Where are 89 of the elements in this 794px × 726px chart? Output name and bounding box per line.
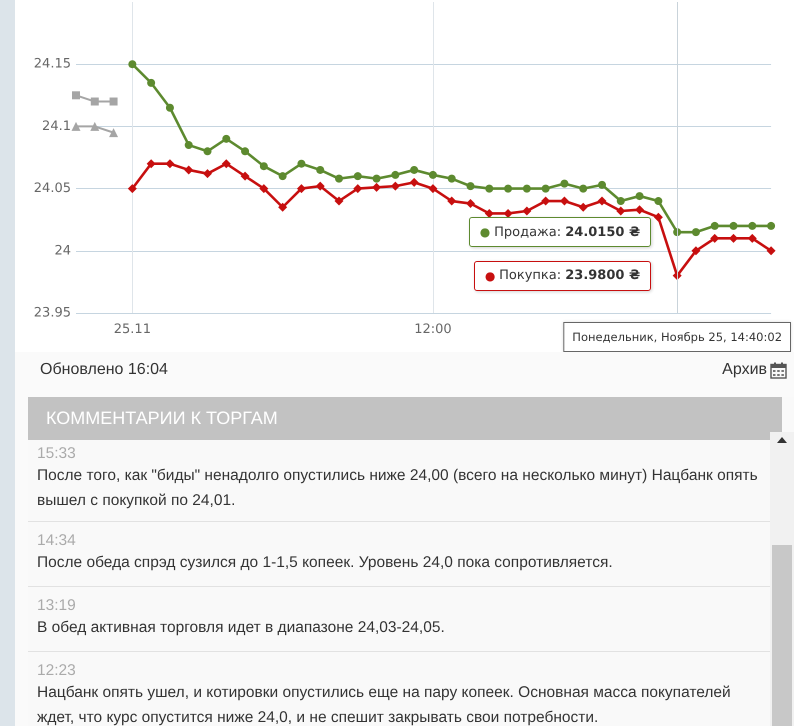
x-tick-label: Понедельник, Ноябрь 25, 14:40:02 [572,330,782,344]
point [184,165,194,174]
point [184,141,193,150]
text: В обед активная торговля идет в диапазоне 24,03-24,05. [37,618,446,638]
point [447,196,456,206]
annotation: ● Продажа: 24.0150 ₴ [480,224,640,240]
y-tick-label: 24.15 [34,56,71,72]
point [692,228,700,236]
point [598,196,607,206]
point [598,180,606,189]
point [297,160,306,168]
point [766,246,776,256]
text: Обновлено 16:04 [40,360,168,380]
point [410,178,419,187]
point [335,174,344,183]
point [316,182,325,191]
point [334,196,344,206]
point [109,128,118,138]
point [128,60,136,68]
point [260,162,268,170]
point [522,206,532,216]
text: 15:33 [37,445,77,463]
point [654,197,662,206]
text: После обеда спрэд сузился до 1-1,5 копеек. Уровень 24,0 пока сопротивляется. [37,553,614,573]
point [560,180,568,188]
point [691,246,700,256]
point [428,184,438,194]
point [259,184,268,194]
point [616,197,625,206]
y-tick-label: 24 [54,243,71,258]
point [278,202,288,212]
point [504,208,513,218]
point [448,174,456,183]
text: 13:19 [37,597,77,615]
text: После того, как "биды" ненадолго опустились ниже 24,00 (всего на несколько минут) Нацбанк опять вышел с покупкой по 24,01. [37,466,759,511]
point [466,182,475,190]
point [636,192,644,200]
point [278,172,287,180]
point [767,222,776,230]
text: 12:23 [37,662,77,680]
point [372,182,382,192]
point [372,174,381,183]
point [541,196,550,206]
point [90,122,100,131]
text: 14:34 [37,532,77,550]
point [296,184,306,194]
annotation: ● Покупка: 23.9800 ₴ [484,268,640,284]
point [522,184,531,193]
point [578,202,588,212]
y-tick-label: 23.95 [34,306,71,320]
point [616,206,626,216]
point [484,208,494,218]
text: КОММЕНТАРИИ К ТОРГАМ [28,397,782,440]
point [241,147,250,156]
text: Нацбанк опять ушел, и котировки опустились еще на пару копеек. Основная масса покупателей ждет, что курс опустится ниже 24,0, и не спешит закрывать свои потребности. [37,683,732,726]
point [222,134,230,143]
point [316,166,324,174]
point [90,98,99,106]
y-tick-label: 24.05 [34,181,71,196]
point [128,184,137,194]
point [72,122,80,131]
point [203,169,212,178]
point [147,78,156,87]
text: Архив [722,360,767,380]
point [710,222,719,230]
point [390,182,400,191]
point [428,170,437,179]
point [410,166,418,174]
point [466,199,476,208]
point [542,184,550,193]
point [222,159,231,168]
point [240,172,250,181]
x-tick-label: 25.11 [114,322,151,337]
point [748,222,756,230]
point [730,222,738,230]
point [579,184,588,193]
point [485,184,494,193]
point [654,212,663,222]
point [391,170,400,179]
y-tick-label: 24.1 [42,118,71,134]
point [204,147,212,156]
x-tick-label: 12:00 [414,322,452,337]
point [635,205,644,214]
point [354,172,362,180]
point [110,98,118,106]
point [166,104,174,112]
point [504,184,512,193]
point [353,184,362,194]
point [72,91,80,100]
